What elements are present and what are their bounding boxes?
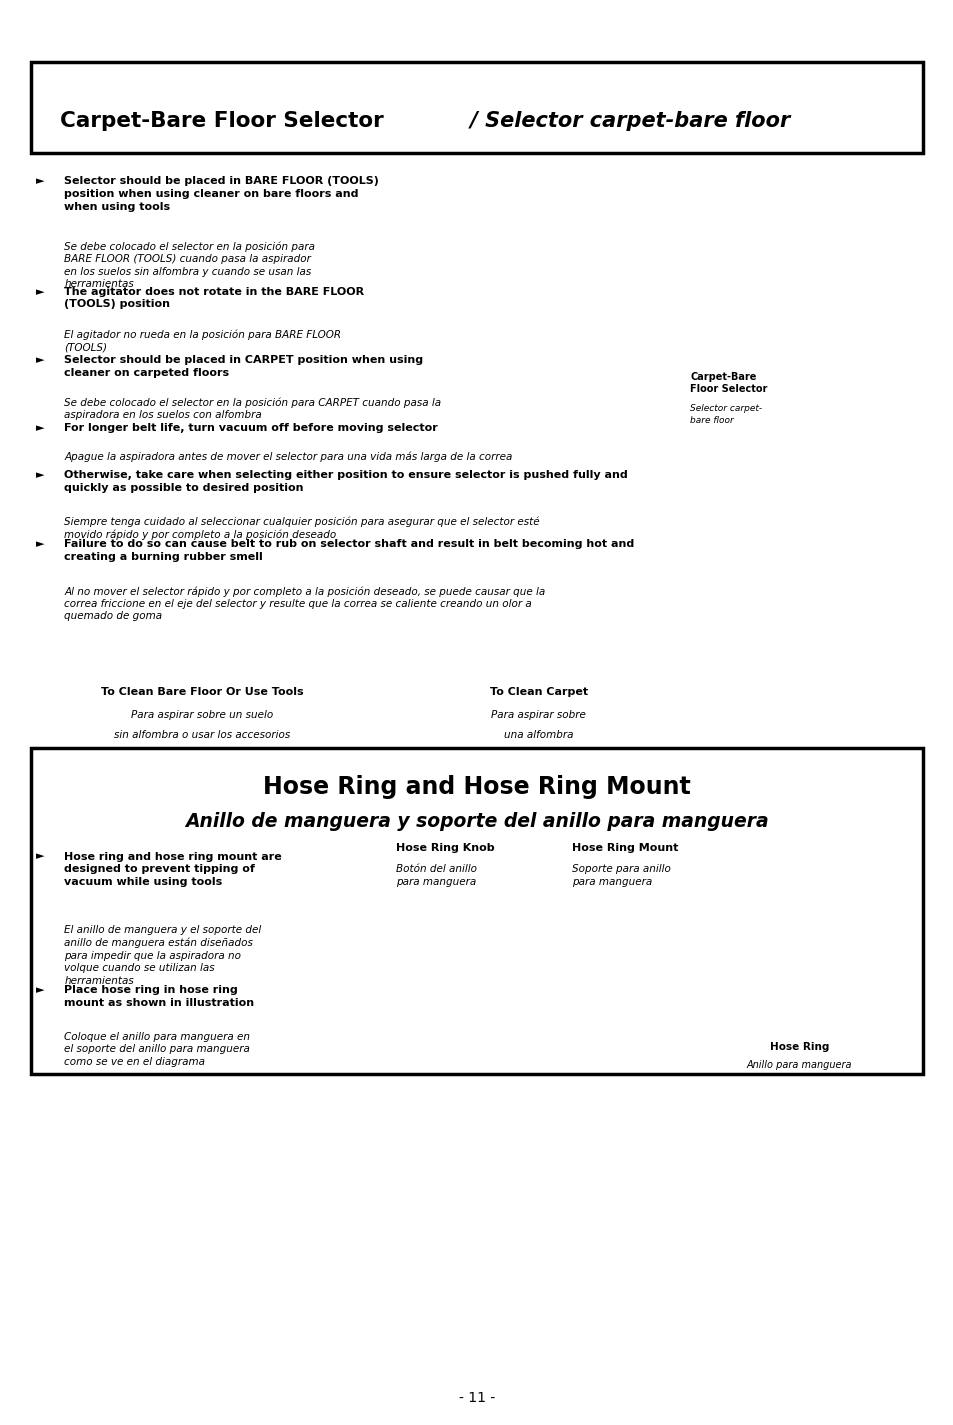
Text: Selector carpet-
bare floor: Selector carpet- bare floor — [690, 405, 761, 425]
Text: Hose Ring Mount: Hose Ring Mount — [571, 844, 678, 854]
Text: / Selector carpet-bare floor: / Selector carpet-bare floor — [462, 111, 789, 131]
Text: For longer belt life, turn vacuum off before moving selector: For longer belt life, turn vacuum off be… — [65, 423, 437, 433]
Text: El agitador no rueda en la posición para BARE FLOOR
(TOOLS): El agitador no rueda en la posición para… — [65, 329, 341, 352]
Text: ►: ► — [36, 286, 45, 296]
Text: Carpet-Bare Floor Selector: Carpet-Bare Floor Selector — [60, 111, 383, 131]
Bar — [31, 748, 922, 1074]
Text: Hose Ring and Hose Ring Mount: Hose Ring and Hose Ring Mount — [263, 775, 690, 799]
Text: Hose Ring: Hose Ring — [769, 1042, 828, 1052]
Text: Apague la aspiradora antes de mover el selector para una vida más larga de la co: Apague la aspiradora antes de mover el s… — [65, 452, 513, 462]
Text: ►: ► — [36, 423, 45, 433]
Text: ►: ► — [36, 985, 45, 995]
Text: Otherwise, take care when selecting either position to ensure selector is pushed: Otherwise, take care when selecting eith… — [65, 470, 627, 493]
Text: Selector should be placed in CARPET position when using
cleaner on carpeted floo: Selector should be placed in CARPET posi… — [65, 355, 423, 378]
Text: Failure to do so can cause belt to rub on selector shaft and result in belt beco: Failure to do so can cause belt to rub o… — [65, 539, 634, 561]
Text: sin alfombra o usar los accesorios: sin alfombra o usar los accesorios — [113, 730, 290, 740]
Text: To Clean Bare Floor Or Use Tools: To Clean Bare Floor Or Use Tools — [100, 687, 303, 697]
Text: - 11 -: - 11 - — [458, 1391, 495, 1405]
Text: Selector should be placed in BARE FLOOR (TOOLS)
position when using cleaner on b: Selector should be placed in BARE FLOOR … — [65, 175, 379, 211]
Text: Hose ring and hose ring mount are
designed to prevent tipping of
vacuum while us: Hose ring and hose ring mount are design… — [65, 852, 282, 888]
Text: Al no mover el selector rápido y por completo a la posición deseado, se puede ca: Al no mover el selector rápido y por com… — [65, 586, 545, 621]
Text: una alfombra: una alfombra — [503, 730, 573, 740]
Text: Soporte para anillo
para manguera: Soporte para anillo para manguera — [571, 865, 670, 886]
Text: ►: ► — [36, 539, 45, 549]
Text: The agitator does not rotate in the BARE FLOOR
(TOOLS) position: The agitator does not rotate in the BARE… — [65, 286, 364, 309]
Text: Carpet-Bare
Floor Selector: Carpet-Bare Floor Selector — [690, 372, 767, 395]
Text: Coloque el anillo para manguera en
el soporte del anillo para manguera
como se v: Coloque el anillo para manguera en el so… — [65, 1032, 251, 1067]
Bar — [31, 63, 922, 154]
Text: ►: ► — [36, 852, 45, 862]
Text: Para aspirar sobre un suelo: Para aspirar sobre un suelo — [131, 710, 273, 720]
Text: ►: ► — [36, 355, 45, 365]
Text: Para aspirar sobre: Para aspirar sobre — [491, 710, 585, 720]
Text: To Clean Carpet: To Clean Carpet — [489, 687, 587, 697]
Text: Se debe colocado el selector en la posición para CARPET cuando pasa la
aspirador: Se debe colocado el selector en la posic… — [65, 398, 441, 420]
Text: Place hose ring in hose ring
mount as shown in illustration: Place hose ring in hose ring mount as sh… — [65, 985, 254, 1007]
Text: Siempre tenga cuidado al seleccionar cualquier posición para asegurar que el sel: Siempre tenga cuidado al seleccionar cua… — [65, 517, 539, 540]
Text: ►: ► — [36, 470, 45, 480]
Text: Se debe colocado el selector en la posición para
BARE FLOOR (TOOLS) cuando pasa : Se debe colocado el selector en la posic… — [65, 241, 315, 289]
Text: El anillo de manguera y el soporte del
anillo de manguera están diseñados
para i: El anillo de manguera y el soporte del a… — [65, 925, 261, 986]
Text: Anillo para manguera: Anillo para manguera — [746, 1060, 851, 1070]
Text: Anillo de manguera y soporte del anillo para manguera: Anillo de manguera y soporte del anillo … — [185, 812, 768, 831]
Text: Hose Ring Knob: Hose Ring Knob — [395, 844, 495, 854]
Text: ►: ► — [36, 175, 45, 185]
Text: Botón del anillo
para manguera: Botón del anillo para manguera — [395, 865, 476, 886]
